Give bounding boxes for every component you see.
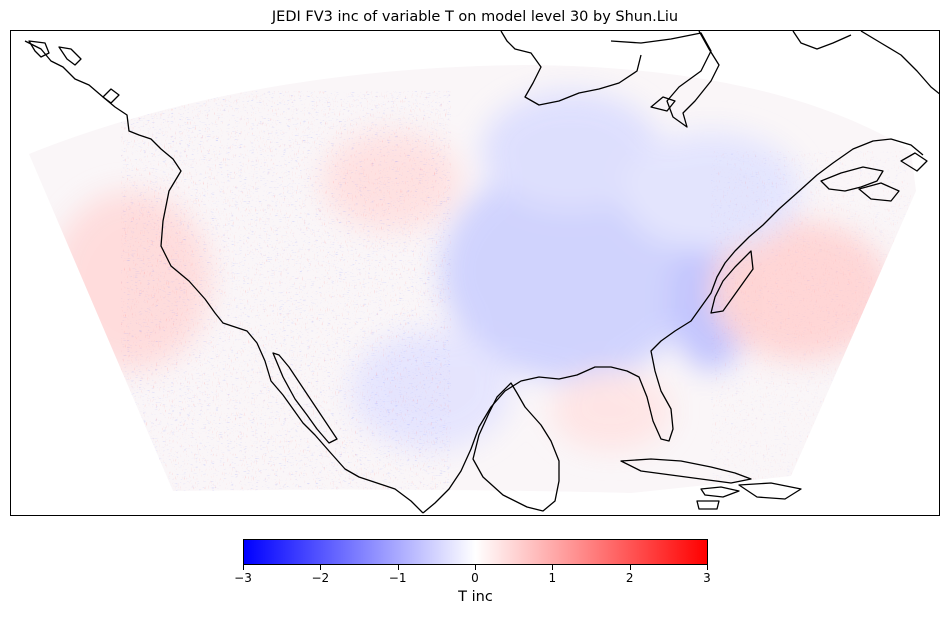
coastlines <box>24 31 939 514</box>
colorbar-tick-3 <box>475 565 476 570</box>
colorbar-tick-0 <box>243 565 244 570</box>
colorbar-tick-label-4: 1 <box>548 571 557 585</box>
colorbar-label: T inc <box>458 589 493 605</box>
colorbar-tick-label-2: −1 <box>388 571 407 585</box>
colorbar <box>243 539 708 565</box>
colorbar-tick-label-1: −2 <box>311 571 330 585</box>
colorbar-tick-5 <box>629 565 631 570</box>
map-canvas <box>24 31 939 514</box>
colorbar-tick-label-3: 0 <box>471 571 479 585</box>
colorbar-tick-4 <box>552 565 554 570</box>
colorbar-tick-label-0: −3 <box>234 571 252 585</box>
colorbar-tick-2 <box>397 565 399 570</box>
colorbar-tick-label-6: 3 <box>703 571 711 585</box>
figure-title: JEDI FV3 inc of variable T on model leve… <box>271 9 679 25</box>
colorbar-tick-6 <box>707 565 708 570</box>
colorbar-tick-1 <box>320 565 322 570</box>
map-panel <box>10 30 940 516</box>
increment-field <box>29 65 916 493</box>
colorbar-tick-label-5: 2 <box>625 571 634 585</box>
